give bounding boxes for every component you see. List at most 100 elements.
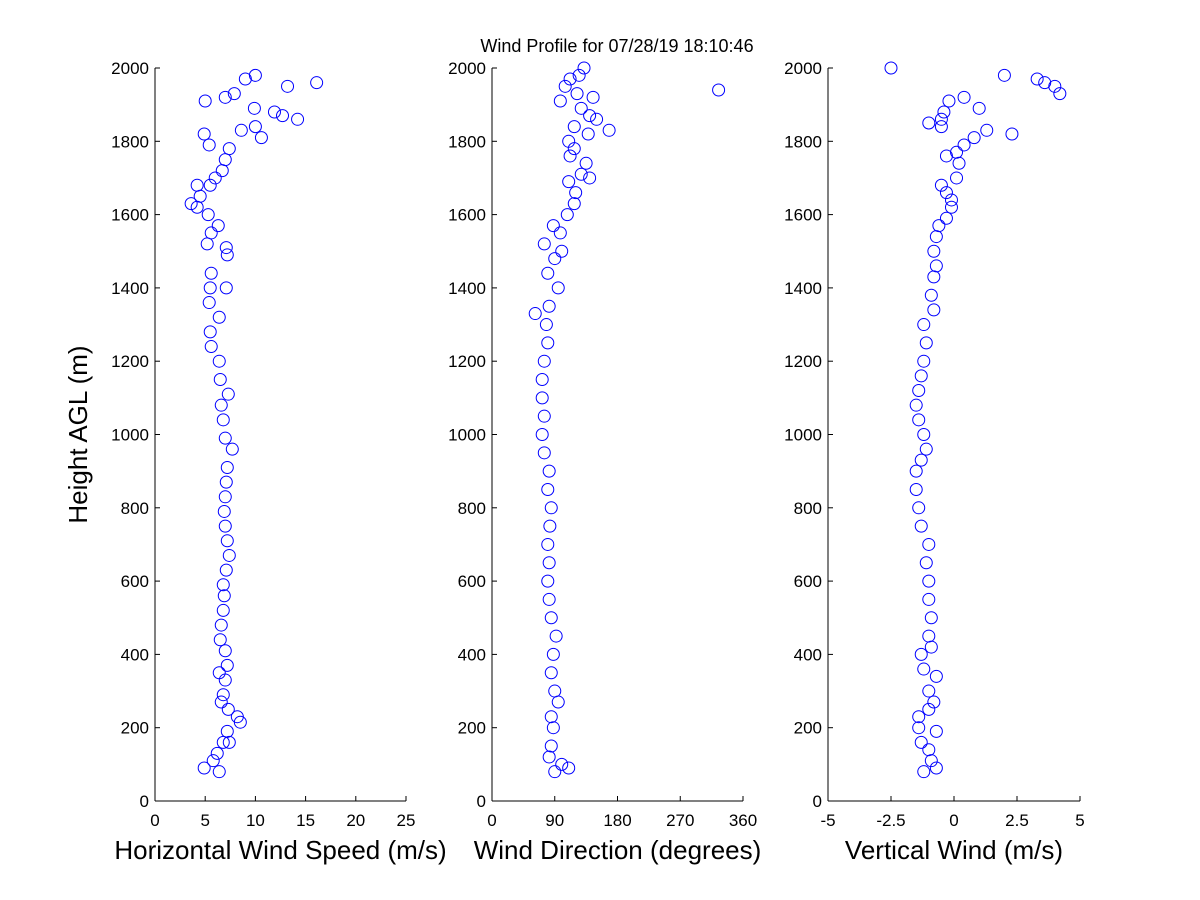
y-tick-label: 1800 (784, 132, 822, 151)
data-point (220, 248, 234, 262)
data-point (939, 211, 953, 225)
data-point (929, 259, 943, 273)
data-point (548, 765, 562, 779)
data-point (574, 101, 588, 115)
data-point (200, 237, 214, 251)
chart-title: Wind Profile for 07/28/19 18:10:46 (480, 36, 753, 56)
data-point (542, 750, 556, 764)
data-point (220, 534, 234, 548)
data-point (909, 482, 923, 496)
data-point (551, 695, 565, 709)
data-point (919, 442, 933, 456)
data-point (542, 592, 556, 606)
data-point (922, 574, 936, 588)
data-point (218, 673, 232, 687)
y-tick-label: 1600 (111, 206, 149, 225)
x-tick-label: 0 (487, 811, 496, 830)
data-point (929, 724, 943, 738)
data-point (1053, 87, 1067, 101)
data-point (193, 189, 207, 203)
y-tick-label: 1000 (111, 426, 149, 445)
data-point (222, 548, 236, 562)
data-point (957, 138, 971, 152)
data-point (202, 296, 216, 310)
data-point (216, 578, 230, 592)
data-point (934, 120, 948, 134)
x-axis-label: Wind Direction (degrees) (474, 835, 762, 865)
data-point (535, 373, 549, 387)
data-point (909, 398, 923, 412)
data-point (217, 589, 231, 603)
data-point (219, 281, 233, 295)
y-tick-label: 400 (121, 645, 149, 664)
data-point (548, 252, 562, 266)
data-point (216, 688, 230, 702)
data-point (218, 519, 232, 533)
data-point (219, 475, 233, 489)
data-point (537, 409, 551, 423)
data-point (203, 325, 217, 339)
data-point (248, 68, 262, 82)
data-point (583, 109, 597, 123)
y-tick-label: 0 (477, 792, 486, 811)
data-point (914, 735, 928, 749)
data-point (219, 241, 233, 255)
data-point (929, 669, 943, 683)
data-point (541, 537, 555, 551)
data-point (216, 603, 230, 617)
data-point (220, 460, 234, 474)
data-point (912, 501, 926, 515)
data-point (934, 178, 948, 192)
y-tick-label: 400 (794, 645, 822, 664)
data-point (218, 90, 232, 104)
data-point (581, 127, 595, 141)
x-tick-label: 5 (1075, 811, 1084, 830)
data-point (212, 310, 226, 324)
y-tick-label: 1000 (784, 426, 822, 445)
data-point (198, 94, 212, 108)
data-point (562, 761, 576, 775)
data-point (602, 123, 616, 137)
y-tick-label: 1800 (111, 132, 149, 151)
data-point (541, 266, 555, 280)
y-tick-label: 1600 (448, 206, 486, 225)
data-point (919, 556, 933, 570)
data-point (922, 684, 936, 698)
y-tick-label: 1400 (448, 279, 486, 298)
y-tick-label: 0 (140, 792, 149, 811)
data-point (238, 72, 252, 86)
y-tick-label: 200 (458, 719, 486, 738)
data-point (190, 178, 204, 192)
data-point (912, 710, 926, 724)
data-point (201, 208, 215, 222)
data-point (551, 281, 565, 295)
y-tick-label: 200 (121, 719, 149, 738)
data-point (544, 611, 558, 625)
y-tick-label: 1600 (784, 206, 822, 225)
data-point (546, 721, 560, 735)
data-point (924, 611, 938, 625)
data-point (922, 592, 936, 606)
data-point (967, 131, 981, 145)
data-point (204, 226, 218, 240)
x-tick-label: 270 (666, 811, 694, 830)
x-tick-label: -5 (820, 811, 835, 830)
data-point (203, 281, 217, 295)
data-point (539, 318, 553, 332)
data-point (563, 149, 577, 163)
data-point (210, 746, 224, 760)
data-point (567, 120, 581, 134)
data-point (950, 145, 964, 159)
data-point (934, 112, 948, 126)
data-point (216, 413, 230, 427)
data-point (929, 230, 943, 244)
data-point (204, 266, 218, 280)
data-point (546, 647, 560, 661)
data-point (950, 171, 964, 185)
data-point (914, 519, 928, 533)
data-point (541, 574, 555, 588)
data-point (220, 724, 234, 738)
data-point (553, 94, 567, 108)
data-point (222, 142, 236, 156)
y-tick-label: 600 (794, 572, 822, 591)
